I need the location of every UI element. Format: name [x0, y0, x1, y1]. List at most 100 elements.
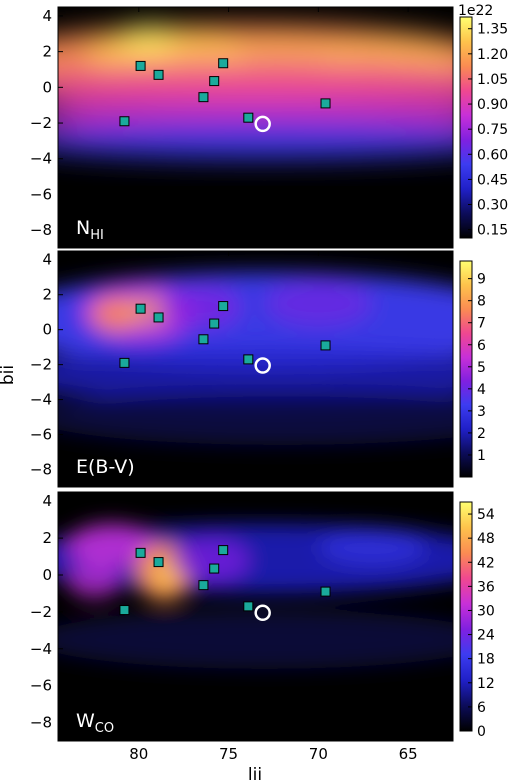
square-marker: [135, 60, 146, 71]
y-tick-label: −8: [30, 714, 52, 732]
y-tick-label: −4: [30, 640, 52, 658]
y-tick-label: 2: [42, 43, 52, 61]
colorbar-tick-label: 7: [477, 316, 486, 332]
colorbar-tick-label: 1: [477, 448, 486, 464]
square-marker: [153, 557, 164, 568]
y-tick-label: 0: [42, 78, 52, 96]
heatmap-image: [58, 492, 453, 741]
y-tick-label: 0: [42, 321, 52, 339]
colorbar-tick-label: 6: [477, 338, 486, 354]
colorbar-tick-label: 9: [477, 272, 486, 288]
colorbar-tick-label: 0.60: [477, 147, 508, 163]
panels: 420−2−4−6−8 NHI1.351.201.050.900.750.600.…: [30, 3, 508, 763]
colorbar-tick-label: 24: [477, 628, 495, 644]
colorbar-tick-label: 0.15: [477, 223, 508, 239]
y-tick-label: −2: [30, 114, 52, 132]
panel-1: 420−2−4−6−8 NHI1.351.201.050.900.750.600.…: [30, 3, 508, 249]
heatmap-image: [58, 251, 453, 487]
colorbar-tick-label: 1.05: [477, 72, 508, 88]
x-tick-label: 70: [309, 745, 328, 763]
panel-label: E(B-V): [76, 456, 135, 478]
colorbar-tick-label: 54: [477, 507, 495, 523]
y-tick-label: −8: [30, 461, 52, 479]
square-marker: [218, 545, 229, 556]
square-marker: [243, 354, 254, 365]
square-marker: [119, 116, 130, 127]
square-marker: [198, 334, 209, 345]
y-tick-label: 4: [42, 251, 52, 269]
colorbar-tick-label: 42: [477, 555, 495, 571]
y-tick-label: −4: [30, 150, 52, 168]
colorbar: [459, 16, 473, 239]
markers: [119, 301, 331, 374]
y-tick-label: −4: [30, 391, 52, 409]
square-marker: [320, 340, 331, 351]
square-marker: [209, 318, 220, 329]
colorbar-tick-label: 8: [477, 294, 486, 310]
y-axis-title: bii: [0, 365, 18, 385]
colorbar-tick-label: 0.30: [477, 198, 508, 214]
colorbar-tick-label: 1.20: [477, 47, 508, 63]
panel-label-subscript: CO: [95, 721, 114, 736]
y-tick-label: 2: [42, 529, 52, 547]
square-marker: [198, 92, 209, 103]
markers: [119, 58, 331, 133]
y-tick-label: −2: [30, 356, 52, 374]
square-marker: [119, 605, 130, 616]
colorbar-tick-label: 12: [477, 676, 495, 692]
square-marker: [243, 601, 254, 612]
square-marker: [153, 312, 164, 323]
square-marker: [320, 586, 331, 597]
colorbar-tick-label: 5: [477, 360, 486, 376]
y-tick-label: 4: [42, 7, 52, 25]
y-tick-label: 0: [42, 566, 52, 584]
square-marker: [198, 580, 209, 591]
circle-marker: [254, 357, 271, 374]
square-marker: [119, 357, 130, 368]
y-tick-label: 4: [42, 492, 52, 510]
plot-frame: [57, 6, 454, 249]
square-marker: [209, 76, 220, 87]
square-marker: [320, 98, 331, 109]
x-tick-label: 80: [129, 745, 148, 763]
colorbar-tick-label: 6: [477, 700, 486, 716]
x-axis-title: lii: [248, 765, 262, 783]
square-marker: [135, 303, 146, 314]
square-marker: [209, 563, 220, 574]
colorbar-tick-label: 0.45: [477, 172, 508, 188]
panel-label-subscript: HI: [90, 228, 104, 243]
colorbar-tick-label: 30: [477, 603, 495, 619]
y-tick-label: −6: [30, 185, 52, 203]
colorbar-tick-label: 36: [477, 579, 495, 595]
colorbar-tick-label: 0.75: [477, 122, 508, 138]
square-marker: [135, 547, 146, 558]
plot-frame: [57, 491, 454, 742]
colorbar: [459, 260, 473, 478]
circle-marker: [254, 604, 271, 622]
colorbar-tick-label: 2: [477, 426, 486, 442]
square-marker: [218, 58, 229, 69]
colorbar: [459, 501, 473, 732]
colorbar-tick-label: 4: [477, 382, 486, 398]
colorbar-tick-label: 18: [477, 652, 495, 668]
square-marker: [218, 301, 229, 312]
heatmap-image: [58, 7, 453, 248]
circle-marker: [254, 115, 271, 133]
colorbar-tick-label: 48: [477, 531, 495, 547]
y-tick-label: −6: [30, 426, 52, 444]
colorbar-tick-label: 0.90: [477, 97, 508, 113]
colorbar-exponent: 1e22: [458, 3, 493, 19]
square-marker: [243, 112, 254, 123]
y-tick-label: −8: [30, 221, 52, 239]
y-tick-label: −2: [30, 603, 52, 621]
square-marker: [153, 69, 164, 80]
x-tick-label: 65: [399, 745, 418, 763]
y-tick-label: −6: [30, 677, 52, 695]
colorbar-tick-label: 3: [477, 404, 486, 420]
panel-2: 4 2 0 −2 −4 −6 −8 E(B-V) 9 8 7 6 5 4 3 2 1: [30, 250, 486, 488]
plot-frame: [57, 250, 454, 488]
colorbar-tick-label: 0: [477, 724, 486, 740]
markers: [119, 545, 331, 622]
